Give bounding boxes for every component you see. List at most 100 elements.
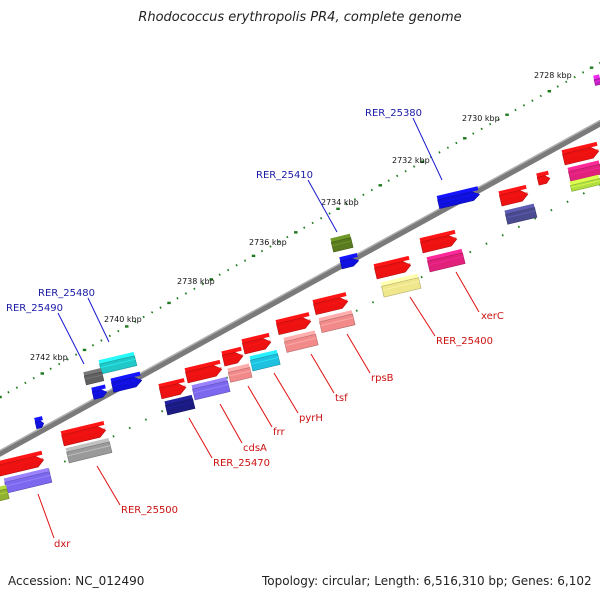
- gene-blue-4-top: [34, 416, 43, 422]
- gene-rer-25500[interactable]: [66, 441, 113, 464]
- gene-label-lower[interactable]: RER_25500: [121, 505, 178, 516]
- lower-track-dot: [420, 275, 423, 279]
- gene-label-lower[interactable]: xerC: [481, 311, 504, 322]
- leader-line: [346, 333, 371, 374]
- gene-label-lower[interactable]: RER_25400: [436, 336, 493, 347]
- gene-label-lower[interactable]: RER_25470: [213, 458, 270, 469]
- gene-rer-25480-shine: [100, 358, 136, 369]
- kbp-label: 2734 kbp: [321, 198, 359, 207]
- ruler-tick: [370, 188, 373, 192]
- gene-rer-25470[interactable]: [165, 398, 196, 416]
- gene-rer-25410[interactable]: [330, 237, 354, 253]
- gene-red-j-shine: [160, 385, 186, 393]
- ruler-tick: [488, 122, 492, 126]
- lower-track-dot: [144, 418, 148, 421]
- lower-track-dot: [501, 234, 504, 237]
- ruler-tick: [91, 344, 95, 347]
- ruler-tick: [58, 362, 61, 366]
- gene-label-lower[interactable]: pyrH: [299, 413, 323, 424]
- gene-lime-shine: [570, 180, 600, 189]
- gene-lime[interactable]: [570, 178, 600, 192]
- ruler-tick: [480, 127, 483, 131]
- gene-red-g-shine: [243, 339, 271, 348]
- gene-xerc-shine: [428, 256, 464, 266]
- ruler-tick: [260, 249, 264, 253]
- gene-rer-25490-shine: [84, 374, 103, 380]
- genome-summary: Topology: circular; Length: 6,516,310 bp…: [262, 574, 592, 588]
- ruler-tick: [514, 108, 517, 112]
- gene-dxr-shine: [5, 474, 51, 487]
- gene-red-f-top: [275, 312, 310, 324]
- lower-track-dot: [582, 192, 585, 195]
- gene-red-far-top: [536, 170, 549, 178]
- ruler-tick: [159, 306, 162, 309]
- leader-line: [310, 353, 335, 394]
- gene-pyrh[interactable]: [250, 353, 281, 372]
- gene-label-lower[interactable]: tsf: [335, 393, 348, 404]
- lower-track-dot: [63, 460, 66, 463]
- gene-blue-4-shine: [35, 421, 44, 425]
- lower-track-dot: [550, 208, 553, 212]
- ruler-tick: [243, 259, 247, 262]
- gene-rer-25490[interactable]: [83, 371, 105, 386]
- gene-red-k-shine: [62, 428, 106, 440]
- gene-tsf-top: [283, 330, 316, 342]
- ruler-tick: [66, 358, 69, 361]
- ruler-tick: [556, 85, 559, 88]
- lower-track-dot: [128, 426, 131, 430]
- leader-line: [37, 493, 55, 539]
- gene-tsf[interactable]: [284, 333, 319, 353]
- gene-label-lower[interactable]: frr: [273, 427, 285, 438]
- gene-label-lower[interactable]: dxr: [54, 539, 71, 550]
- ruler-tick: [32, 376, 35, 380]
- gene-red-d-top: [373, 255, 410, 269]
- gene-red-far[interactable]: [536, 175, 551, 186]
- ruler-tick: [7, 391, 10, 394]
- gene-red-b-shine: [563, 149, 599, 159]
- gene-red-e-shine: [314, 299, 348, 309]
- lower-track-dot: [112, 435, 115, 438]
- gene-red-i-shine: [186, 367, 222, 377]
- ruler-tick: [573, 75, 576, 79]
- gene-edge-magenta-top: [593, 74, 600, 80]
- gene-label-lower[interactable]: cdsA: [243, 443, 267, 454]
- gene-frr[interactable]: [227, 367, 253, 383]
- leader-line: [412, 117, 443, 181]
- gene-edge-olive-shine: [0, 491, 8, 495]
- kbp-label: 2736 kbp: [249, 238, 287, 247]
- gene-edge-magenta[interactable]: [593, 77, 600, 86]
- gene-small-blue-shine: [340, 259, 359, 265]
- gene-cdsa-shine: [193, 384, 229, 394]
- gene-edge-olive[interactable]: [0, 488, 10, 502]
- gene-red-k-top: [60, 420, 105, 436]
- gene-label-upper[interactable]: RER_25410: [256, 170, 313, 181]
- gene-rer-25380-shine: [438, 192, 480, 204]
- gene-rpsb[interactable]: [319, 313, 356, 334]
- gene-red-h[interactable]: [221, 351, 244, 367]
- gene-magenta-1-top: [567, 160, 600, 172]
- gene-rer-25400[interactable]: [381, 277, 422, 298]
- ruler-tick: [277, 240, 281, 243]
- gene-label-lower[interactable]: rpsB: [371, 373, 394, 384]
- kbp-label: 2738 kbp: [177, 277, 215, 286]
- gene-frr-shine: [229, 370, 251, 377]
- gene-dxr-top: [3, 467, 50, 483]
- ruler-tick: [362, 193, 365, 196]
- ruler-tick: [328, 212, 331, 215]
- gene-cdsa[interactable]: [192, 380, 231, 401]
- lower-track-dot: [566, 200, 569, 203]
- ruler-tick: [49, 367, 52, 371]
- gene-label-upper[interactable]: RER_25380: [365, 108, 422, 119]
- gene-label-upper[interactable]: RER_25490: [6, 303, 63, 314]
- ruler-tick: [438, 151, 441, 154]
- gene-pyrh-top: [249, 349, 278, 361]
- gene-magenta-1[interactable]: [568, 163, 600, 182]
- gene-tsf-shine: [285, 337, 317, 346]
- gene-label-upper[interactable]: RER_25480: [38, 288, 95, 299]
- ruler-tick: [24, 381, 27, 385]
- gene-red-h-top: [221, 346, 242, 356]
- ruler-tick: [303, 226, 306, 229]
- gene-navy-slate[interactable]: [505, 207, 538, 225]
- gene-xerc[interactable]: [427, 252, 466, 273]
